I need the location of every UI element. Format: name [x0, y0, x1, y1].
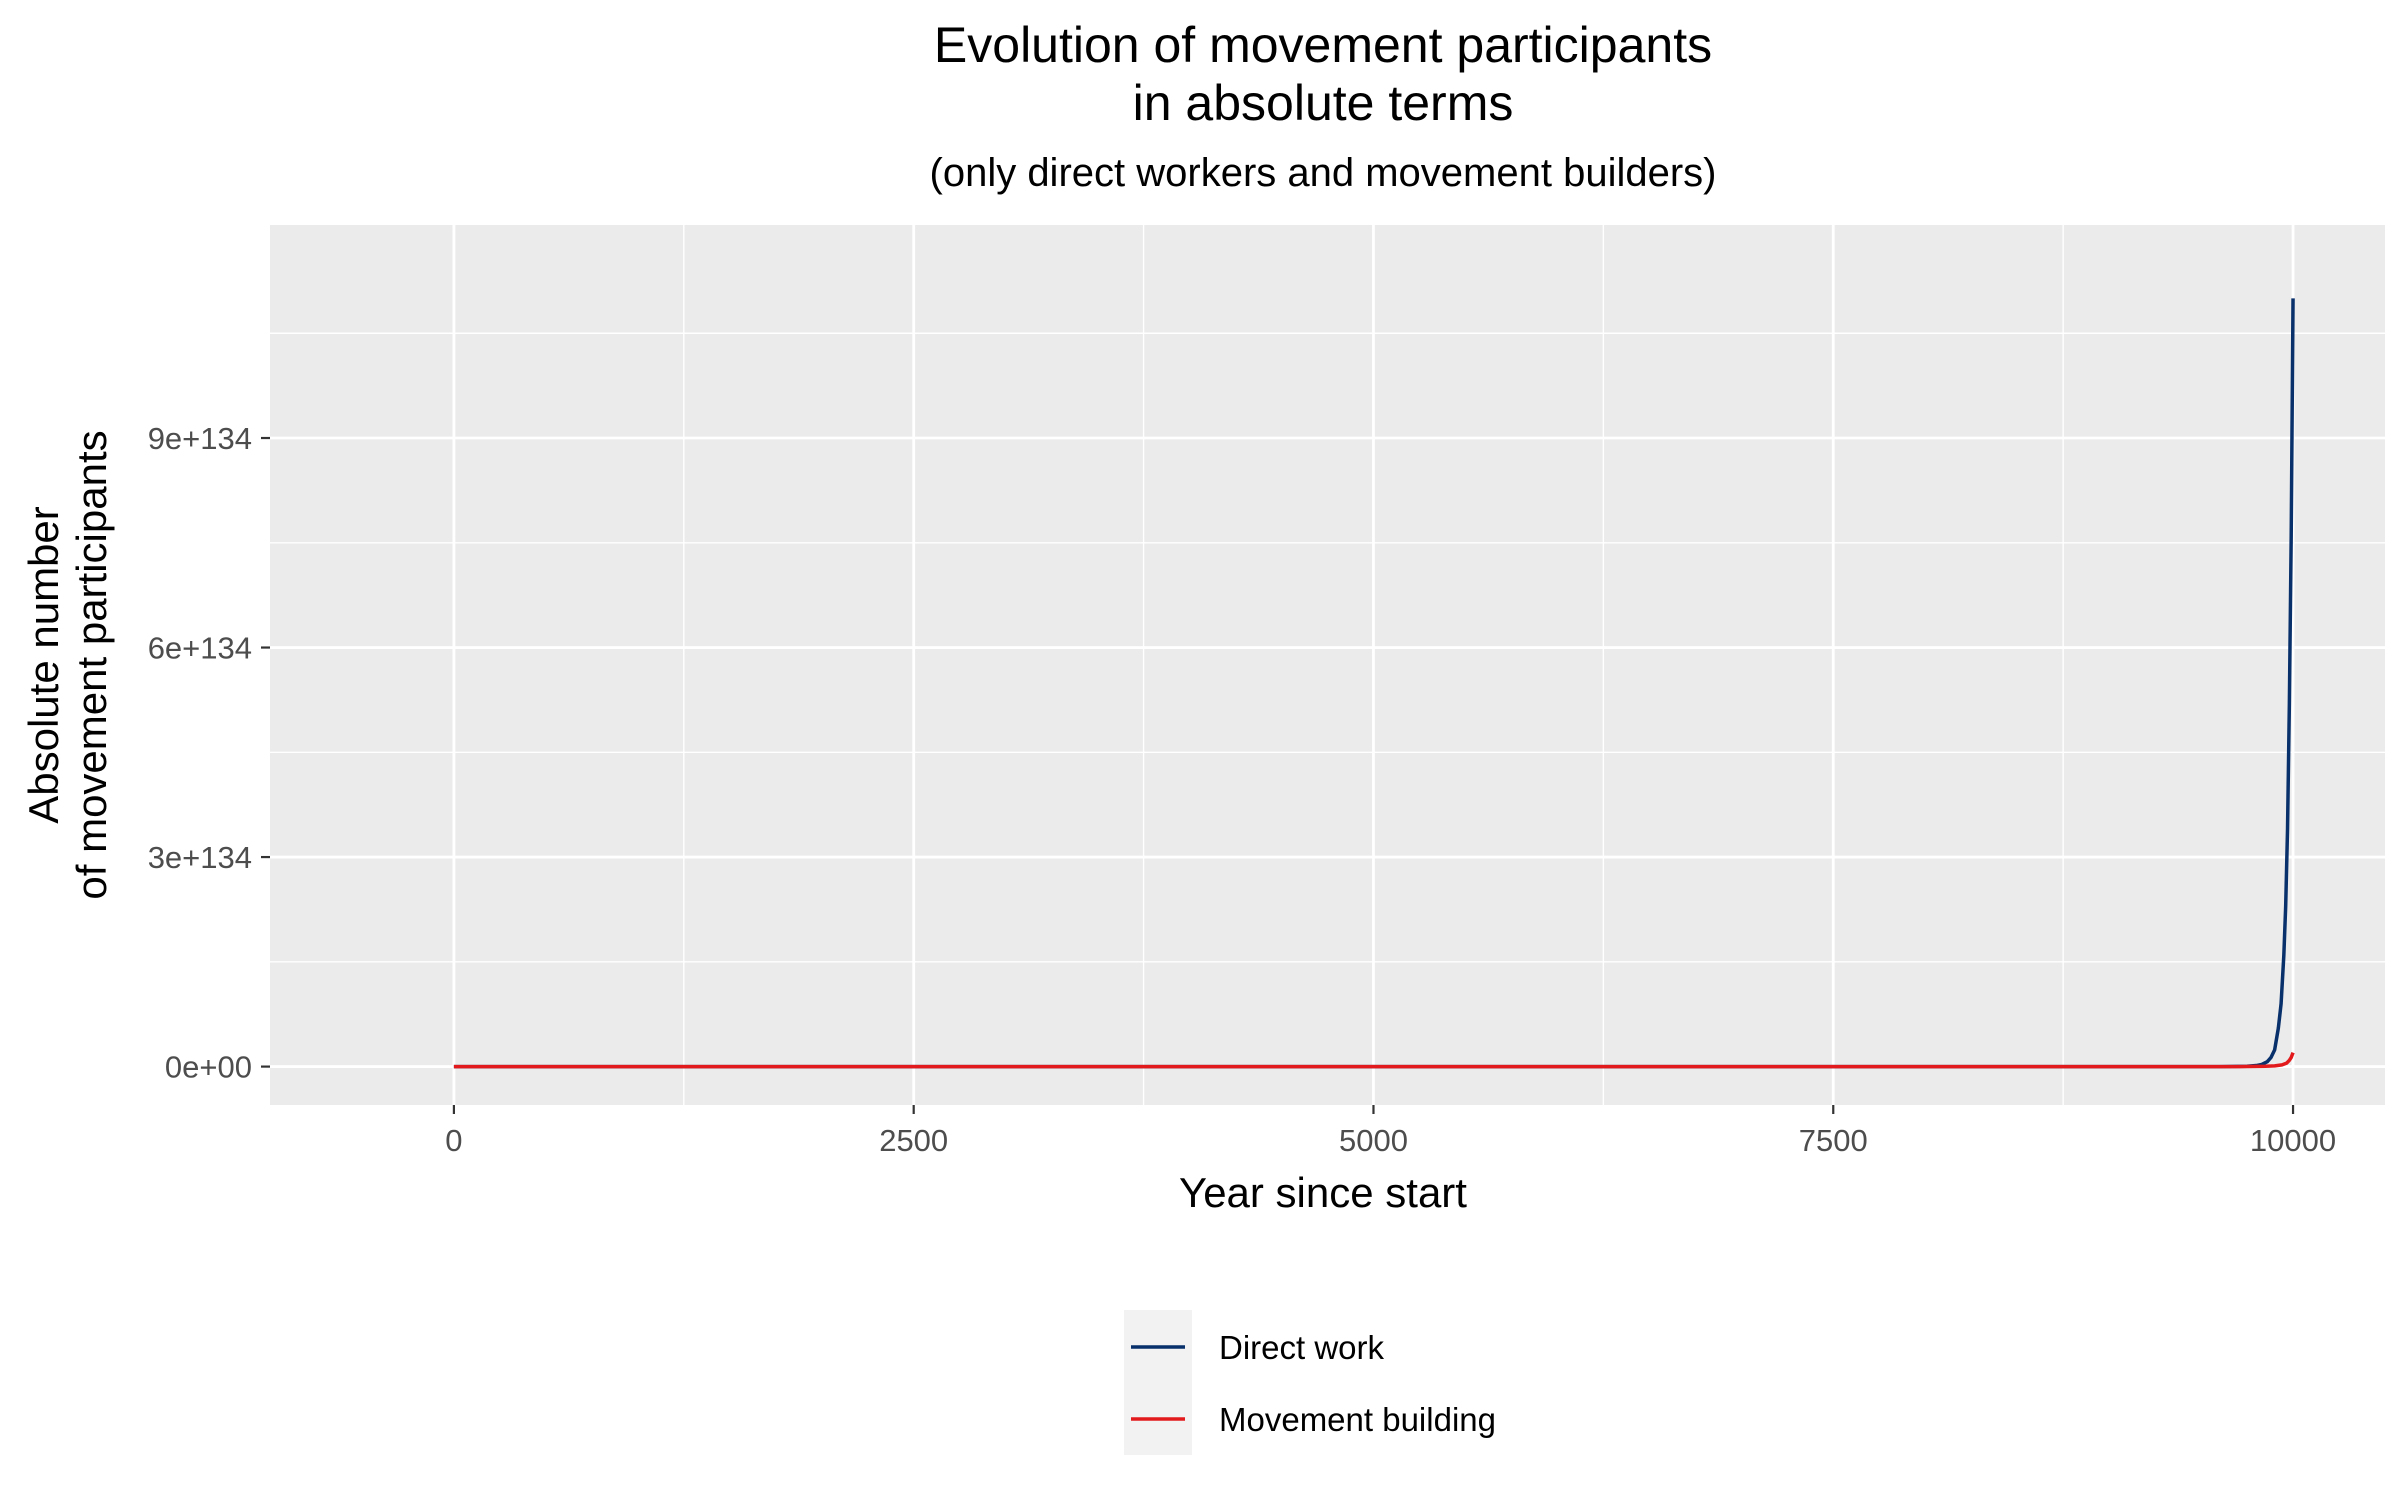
minor-gridlines	[270, 225, 2385, 1105]
y-axis-title-line-2: of movement participants	[68, 430, 115, 899]
legend-label-movement-building: Movement building	[1219, 1401, 1496, 1438]
legend-key-background	[1124, 1310, 1192, 1455]
chart-title-line-2: in absolute terms	[1133, 75, 1514, 131]
y-tick-label: 0e+00	[165, 1050, 252, 1085]
x-tick-label: 7500	[1799, 1123, 1868, 1158]
x-axis-title: Year since start	[1179, 1169, 1467, 1216]
y-axis: 0e+00 3e+134 6e+134 9e+134	[148, 421, 270, 1085]
x-tick-label: 0	[445, 1123, 462, 1158]
chart-subtitle: (only direct workers and movement builde…	[930, 151, 1717, 195]
chart-title-line-1: Evolution of movement participants	[934, 17, 1712, 73]
y-tick-label: 3e+134	[148, 840, 252, 875]
plot-panel	[270, 225, 2385, 1105]
x-tick-label: 2500	[879, 1123, 948, 1158]
y-tick-label: 6e+134	[148, 631, 252, 666]
x-tick-label: 10000	[2250, 1123, 2336, 1158]
x-axis: 0 2500 5000 7500 10000	[445, 1105, 2336, 1158]
y-tick-label: 9e+134	[148, 421, 252, 456]
legend-label-direct-work: Direct work	[1219, 1329, 1385, 1366]
x-tick-label: 5000	[1339, 1123, 1408, 1158]
series-layer	[453, 298, 2295, 1069]
legend: Direct work Movement building	[1124, 1310, 1496, 1455]
series-line-movement-building	[453, 1052, 2295, 1069]
y-axis-title-line-1: Absolute number	[20, 506, 67, 824]
